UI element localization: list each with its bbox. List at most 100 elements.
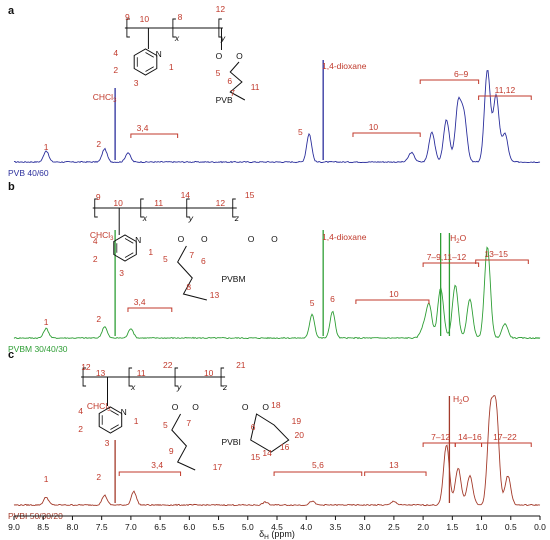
structure-b-oxygen-4: O bbox=[271, 234, 278, 244]
structure-number-b-14: 1 bbox=[148, 247, 153, 257]
structure-c-bracket-0 bbox=[82, 367, 87, 387]
x-tick-label: 5.5 bbox=[213, 522, 225, 532]
structure-number-c-18: 2 bbox=[78, 424, 83, 434]
structure-number-c-15: 9 bbox=[169, 446, 174, 456]
annotation-c-0: 1 bbox=[44, 474, 49, 484]
structure-number-c-0: 12 bbox=[81, 362, 91, 372]
x-tick-label: 3.5 bbox=[330, 522, 342, 532]
annotation-a-2: CHCl3 bbox=[93, 92, 117, 104]
structure-b-pyridine-bond-0 bbox=[124, 252, 134, 258]
polymer-label-b: PVBM bbox=[221, 274, 245, 284]
annotation-b-9: H2O bbox=[450, 233, 466, 245]
structure-b-butyl bbox=[177, 245, 207, 301]
structure-a-bracket-2 bbox=[218, 18, 222, 38]
structure-number-a-6: 7 bbox=[230, 88, 235, 98]
annotation-a-4: 5 bbox=[298, 127, 303, 137]
polymer-label-c: PVBI bbox=[221, 437, 240, 447]
structure-number-b-6: 5 bbox=[163, 254, 168, 264]
structure-number-a-7: 11 bbox=[251, 82, 260, 92]
panel-label-b: b bbox=[8, 181, 15, 193]
structure-number-a-10: 3 bbox=[134, 78, 139, 88]
structure-c-butyl bbox=[171, 413, 196, 471]
x-tick-label: 6.5 bbox=[154, 522, 166, 532]
structure-c-pyridine-bond-2 bbox=[110, 410, 119, 416]
structure-b-pyridine bbox=[113, 234, 137, 262]
spectrum-line-b bbox=[13, 246, 541, 340]
x-tick-label: 2.0 bbox=[417, 522, 429, 532]
structure-b-sub-y: y bbox=[188, 213, 194, 223]
assignment-bracket-c-0 bbox=[118, 471, 182, 476]
annotation-a-0: 1 bbox=[44, 142, 49, 152]
structure-number-c-19: 3 bbox=[105, 438, 110, 448]
structure-c-sub-y: y bbox=[176, 382, 182, 392]
structure-b-bracket-0 bbox=[94, 198, 98, 218]
structure-a-pyridine bbox=[133, 48, 158, 76]
x-tick-label: 3.0 bbox=[359, 522, 371, 532]
structure-b-sub-z: z bbox=[234, 213, 240, 223]
structure-number-b-5: 15 bbox=[245, 190, 255, 200]
assignment-bracket-b-2 bbox=[422, 262, 480, 267]
structure-c-bracket-1 bbox=[128, 367, 133, 387]
assignment-bracket-c-2 bbox=[364, 471, 427, 476]
structure-c-sub-z: z bbox=[222, 382, 228, 392]
annotation-a-7: 6–9 bbox=[454, 69, 468, 79]
series-label-b: PVBM 30/40/30 bbox=[8, 344, 68, 354]
structure-a-pyridine-bond-2 bbox=[145, 52, 154, 58]
structure-number-a-11: 1 bbox=[169, 62, 174, 72]
annotation-c-1: 2 bbox=[96, 472, 101, 482]
structure-number-b-2: 11 bbox=[154, 198, 163, 208]
structure-number-c-7: 19 bbox=[292, 416, 302, 426]
annotation-b-7: 10 bbox=[389, 289, 399, 299]
structure-b-pyridine-bond-2 bbox=[124, 238, 134, 244]
x-tick-label: 5.0 bbox=[242, 522, 254, 532]
structure-c-oxygen-4: O bbox=[262, 402, 269, 412]
structure-a-oxygen-2: O bbox=[236, 51, 243, 61]
x-tick-label: 1.5 bbox=[446, 522, 458, 532]
annotation-b-6: 1,4-dioxane bbox=[322, 232, 367, 242]
polymer-label-a: PVB bbox=[216, 95, 233, 105]
structure-c-oxygen-2: O bbox=[192, 402, 199, 412]
structure-b-sub-x: x bbox=[142, 213, 148, 223]
assignment-bracket-c-5 bbox=[481, 442, 532, 447]
annotation-a-3: 3,4 bbox=[137, 123, 149, 133]
annotation-c-9: 17–22 bbox=[493, 432, 517, 442]
panel-label-a: a bbox=[8, 5, 15, 17]
structure-number-c-4: 10 bbox=[204, 368, 214, 378]
structure-number-b-8: 6 bbox=[201, 256, 206, 266]
x-tick-label: 4.0 bbox=[300, 522, 312, 532]
structure-number-c-13: 5 bbox=[163, 420, 168, 430]
x-tick-label: 9.0 bbox=[8, 522, 20, 532]
structure-c-sub-x: x bbox=[130, 382, 136, 392]
structure-number-c-2: 11 bbox=[137, 368, 146, 378]
assignment-bracket-b-3 bbox=[475, 259, 529, 264]
x-tick-label: 0.0 bbox=[534, 522, 546, 532]
structure-number-c-8: 20 bbox=[295, 430, 305, 440]
structure-number-c-9: 6 bbox=[251, 422, 256, 432]
assignment-bracket-a-2 bbox=[419, 79, 480, 84]
structure-number-b-11: 4 bbox=[93, 236, 98, 246]
structure-number-b-12: 2 bbox=[93, 254, 98, 264]
structure-b-oxygen: O bbox=[178, 234, 185, 244]
spectrum-line-a bbox=[13, 69, 541, 164]
annotation-c-6: H2O bbox=[453, 394, 469, 406]
structure-number-b-13: 3 bbox=[119, 268, 124, 278]
annotation-b-3: 3,4 bbox=[134, 297, 146, 307]
structure-a-sub-x: x bbox=[174, 33, 180, 43]
annotation-c-3: 3,4 bbox=[151, 460, 163, 470]
structure-c-oxygen: O bbox=[172, 402, 179, 412]
panel-label-c: c bbox=[8, 349, 14, 361]
x-axis-label: δH (ppm) bbox=[259, 529, 295, 540]
pyridine-nitrogen: N bbox=[121, 407, 127, 417]
structure-c-bracket-3 bbox=[220, 367, 225, 387]
annotation-b-0: 1 bbox=[44, 317, 49, 327]
spectrum-line-c bbox=[13, 394, 541, 507]
annotation-c-7: 7–12 bbox=[431, 432, 450, 442]
x-tick-label: 2.5 bbox=[388, 522, 400, 532]
annotation-a-1: 2 bbox=[96, 139, 101, 149]
assignment-bracket-b-0 bbox=[127, 307, 173, 312]
structure-b-bracket-2 bbox=[186, 198, 190, 218]
assignment-bracket-a-0 bbox=[130, 133, 179, 138]
structure-number-b-0: 9 bbox=[96, 192, 101, 202]
